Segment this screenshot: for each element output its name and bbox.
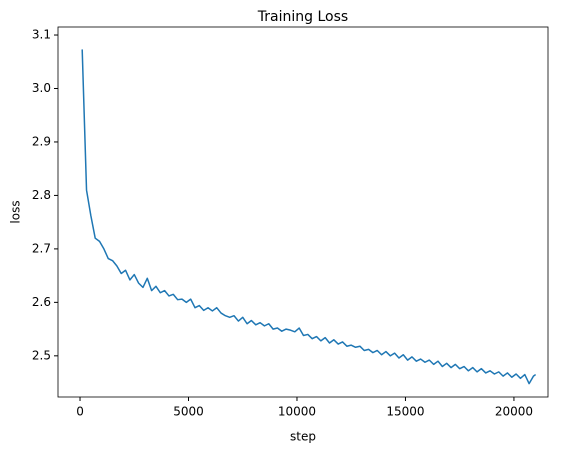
x-tick-label: 0 bbox=[76, 405, 84, 419]
x-tick-label: 15000 bbox=[386, 405, 424, 419]
y-tick-label: 2.9 bbox=[32, 134, 51, 148]
y-tick-label: 3.1 bbox=[32, 28, 51, 42]
x-tick-label: 10000 bbox=[278, 405, 316, 419]
chart-title: Training Loss bbox=[257, 9, 348, 25]
x-tick-label: 20000 bbox=[495, 405, 533, 419]
y-tick-label: 3.0 bbox=[32, 81, 51, 95]
y-tick-label: 2.6 bbox=[32, 295, 51, 309]
y-tick-label: 2.5 bbox=[32, 348, 51, 362]
x-tick-label: 5000 bbox=[173, 405, 204, 419]
y-tick-label: 2.7 bbox=[32, 241, 51, 255]
loss-line bbox=[81, 49, 537, 385]
y-axis-label: loss bbox=[9, 200, 23, 223]
y-tick-label: 2.8 bbox=[32, 188, 51, 202]
axes-frame bbox=[57, 26, 549, 398]
x-axis-label: step bbox=[290, 430, 316, 444]
